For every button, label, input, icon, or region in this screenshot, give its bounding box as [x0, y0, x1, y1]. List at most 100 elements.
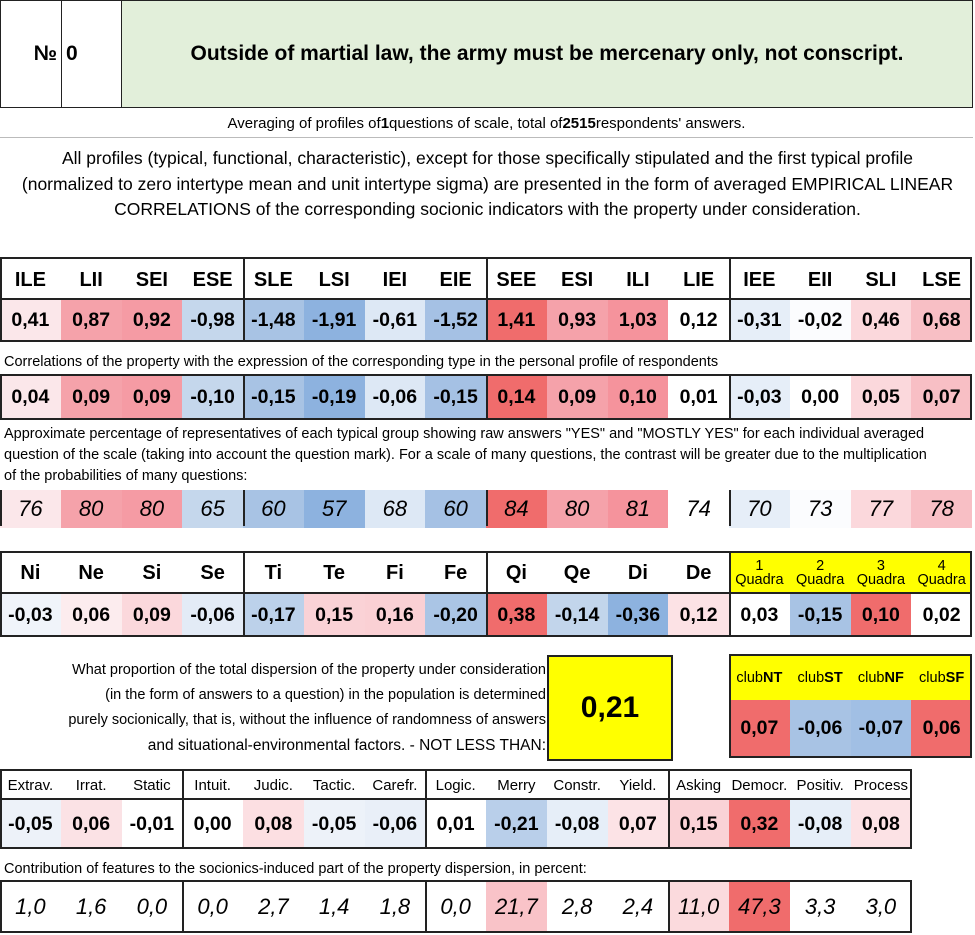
function-value: 0,09 [121, 594, 183, 636]
quadra-number: 4 [937, 558, 946, 574]
grid-border [182, 769, 184, 849]
correlation-value: 0,04 [0, 376, 61, 418]
correlation-value: 0,05 [850, 376, 912, 418]
correlation-value: -0,15 [243, 376, 304, 418]
description-paragraph: All profiles (typical, functional, chara… [21, 148, 954, 219]
contribution-value: 3,3 [789, 882, 851, 932]
trait-name: Extrav. [7, 776, 54, 794]
quadra-header: 1 Quadra [729, 553, 790, 593]
type-name: ESE [192, 268, 233, 291]
contribution-value: 47,3 [729, 882, 790, 932]
function-name: Te [323, 561, 346, 584]
function-value: 0,06 [60, 594, 122, 636]
contribution-value: 0,0 [425, 882, 486, 932]
contribution-value: 1,6 [60, 882, 122, 932]
grid-border [729, 257, 731, 342]
type-name: SEI [135, 268, 168, 291]
trait-name: Yield. [619, 776, 657, 794]
quadra-number: 3 [876, 558, 885, 574]
trait-name: Asking [676, 776, 722, 794]
correlation-value: -0,10 [182, 376, 243, 418]
section-note: Approximate percentage of representative… [4, 426, 927, 484]
contribution-value: 21,7 [486, 882, 547, 932]
trait-name: Process [853, 776, 908, 794]
type-name: LII [79, 268, 103, 291]
trait-value: -0,06 [364, 800, 426, 848]
type-name: LSE [922, 268, 962, 291]
function-value: 0,15 [303, 594, 365, 636]
dispersion-value: 0,21 [547, 655, 673, 761]
trait-value: -0,05 [303, 800, 365, 848]
function-value: -0,20 [425, 594, 486, 636]
function-value: 0,16 [364, 594, 426, 636]
grid-border [970, 374, 972, 420]
club-prefix: club [736, 670, 763, 686]
type-name: LIE [683, 268, 715, 291]
correlation-value: 0,14 [486, 376, 547, 418]
function-value: -0,36 [607, 594, 669, 636]
correlation-value: 0,07 [911, 376, 972, 418]
trait-name: Static [133, 776, 171, 794]
type-name: ESI [561, 268, 594, 291]
trait-name: Logic. [435, 776, 476, 794]
quadra-value: 0,03 [729, 594, 790, 636]
percentage-value: 73 [789, 490, 851, 528]
grid-border [0, 769, 912, 771]
function-value: -0,03 [0, 594, 61, 636]
trait-name: Tactic. [312, 776, 356, 794]
type-name: SEE [496, 268, 537, 291]
club-code: ST [824, 670, 843, 686]
grid-border [729, 490, 731, 526]
trait-value: -0,08 [789, 800, 851, 848]
trait-value: -0,05 [0, 800, 61, 848]
percentage-value: 80 [121, 490, 183, 528]
trait-name: Merry [497, 776, 536, 794]
trait-value: 0,06 [60, 800, 122, 848]
grid-border [0, 880, 912, 882]
club-code: SF [945, 670, 965, 686]
grid-border [243, 490, 245, 526]
function-value: 0,12 [668, 594, 729, 636]
correlation-value: 0,09 [60, 376, 122, 418]
grid-border [0, 769, 2, 849]
grid-border [0, 257, 2, 342]
trait-name: Democr. [731, 776, 788, 794]
question-count: 1 [380, 115, 390, 132]
typical-value: -1,48 [243, 300, 304, 340]
percentage-value: 60 [425, 490, 486, 528]
grid-border [0, 551, 2, 637]
grid-border [425, 769, 427, 849]
contribution-value: 2,8 [546, 882, 608, 932]
contribution-value: 1,8 [364, 882, 426, 932]
grid-border [729, 654, 972, 656]
quadra-number: 2 [816, 558, 825, 574]
correlation-value: -0,15 [425, 376, 486, 418]
function-value: -0,17 [243, 594, 304, 636]
trait-value: -0,01 [121, 800, 183, 848]
grid-border [0, 931, 912, 933]
percentage-value: 81 [607, 490, 669, 528]
function-name: Fi [385, 561, 404, 584]
grid-border [486, 490, 488, 526]
grid-border [486, 551, 488, 637]
percentage-value: 77 [850, 490, 912, 528]
percentage-value: 78 [911, 490, 972, 528]
trait-value: -0,08 [546, 800, 608, 848]
summary-line: Averaging of profiles of 1 questions of … [0, 110, 973, 138]
club-code: NT [763, 670, 783, 686]
grid-border [243, 374, 245, 420]
typical-value: 0,92 [121, 300, 183, 340]
quadra-label: Quadra [735, 572, 784, 588]
quadra-value: -0,15 [789, 594, 851, 636]
trait-value: 0,32 [729, 800, 790, 848]
percentage-value: 80 [60, 490, 122, 528]
trait-value: 0,01 [425, 800, 486, 848]
function-name: Fe [443, 561, 468, 584]
correlation-value: 0,01 [668, 376, 729, 418]
dispersion-line: What proportion of the total dispersion … [72, 662, 546, 678]
grid-border [729, 654, 731, 758]
grid-border [243, 257, 245, 342]
section-note: Correlations of the property with the ex… [4, 354, 719, 370]
grid-border [970, 257, 972, 342]
trait-value: 0,07 [607, 800, 669, 848]
